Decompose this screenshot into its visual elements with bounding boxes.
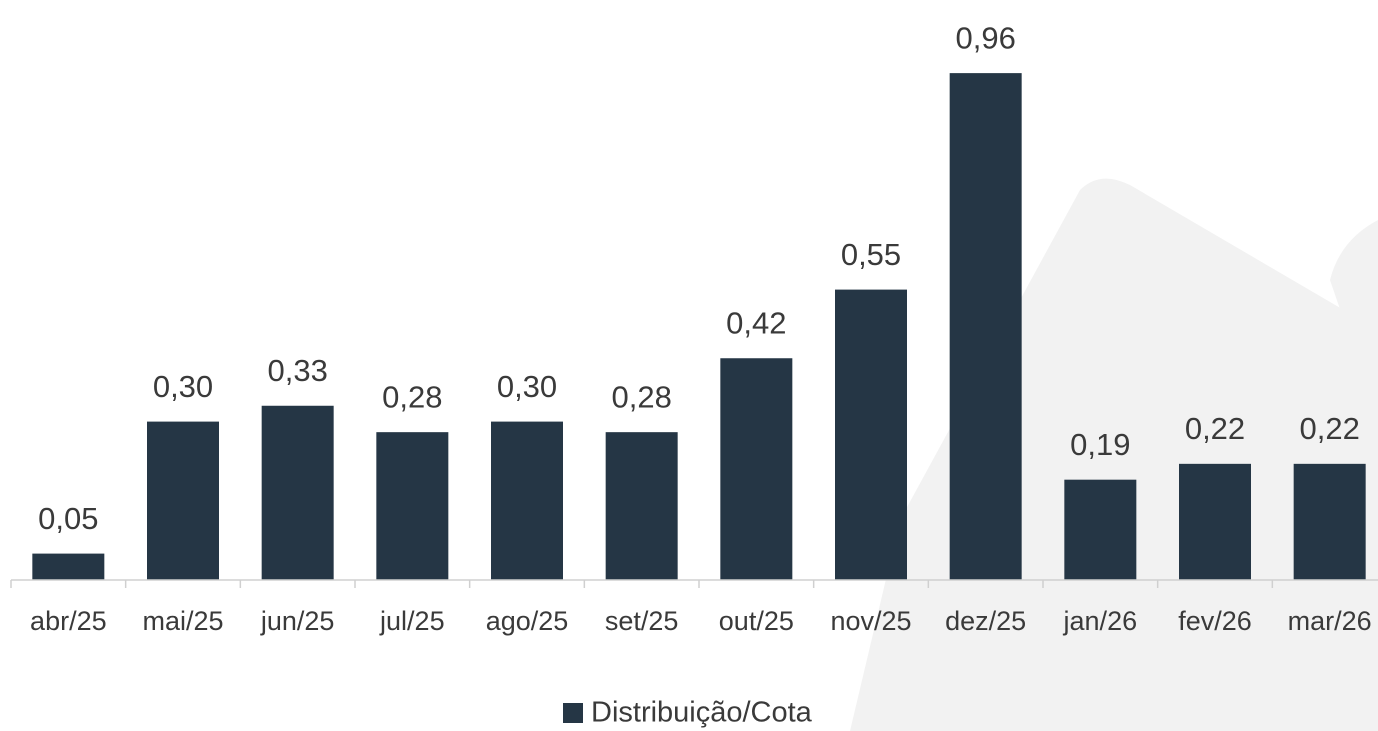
bar (147, 421, 219, 580)
bar (491, 421, 563, 580)
bar (1064, 479, 1137, 580)
x-tick-label: ago/25 (486, 606, 569, 636)
x-tick-label: jan/26 (1063, 606, 1138, 636)
bar (949, 73, 1022, 581)
watermark-shape (850, 178, 1378, 731)
data-label: 0,28 (382, 379, 442, 414)
bar (32, 553, 105, 580)
x-tick-label: mar/26 (1288, 606, 1372, 636)
x-tick-label: dez/25 (945, 606, 1026, 636)
watermark (850, 178, 1378, 731)
bar (376, 432, 449, 580)
data-label: 0,22 (1299, 411, 1359, 446)
bar (261, 405, 334, 580)
bar (605, 432, 678, 580)
data-label: 0,30 (497, 369, 557, 404)
x-tick-label: jul/25 (379, 606, 445, 636)
legend-label: Distribuição/Cota (591, 697, 813, 729)
data-label: 0,22 (1185, 411, 1245, 446)
bar (1293, 463, 1366, 580)
data-label: 0,19 (1070, 427, 1130, 462)
bar (835, 289, 907, 580)
data-label: 0,28 (611, 379, 671, 414)
x-tick-label: nov/25 (830, 606, 911, 636)
x-tick-label: set/25 (605, 606, 679, 636)
x-tick-label: mai/25 (142, 606, 223, 636)
data-label: 0,96 (955, 20, 1015, 55)
legend-swatch (563, 703, 583, 723)
x-tick-label: fev/26 (1178, 606, 1252, 636)
data-label: 0,33 (267, 353, 327, 388)
x-tick-label: abr/25 (30, 606, 107, 636)
data-label: 0,55 (841, 237, 901, 272)
watermark-shape (1330, 220, 1378, 420)
data-label: 0,05 (38, 501, 98, 536)
data-label: 0,30 (153, 369, 213, 404)
bar (720, 358, 793, 580)
bar (1179, 463, 1251, 580)
x-tick-label: out/25 (719, 606, 794, 636)
data-label: 0,42 (726, 305, 786, 340)
x-tick-label: jun/25 (260, 606, 335, 636)
